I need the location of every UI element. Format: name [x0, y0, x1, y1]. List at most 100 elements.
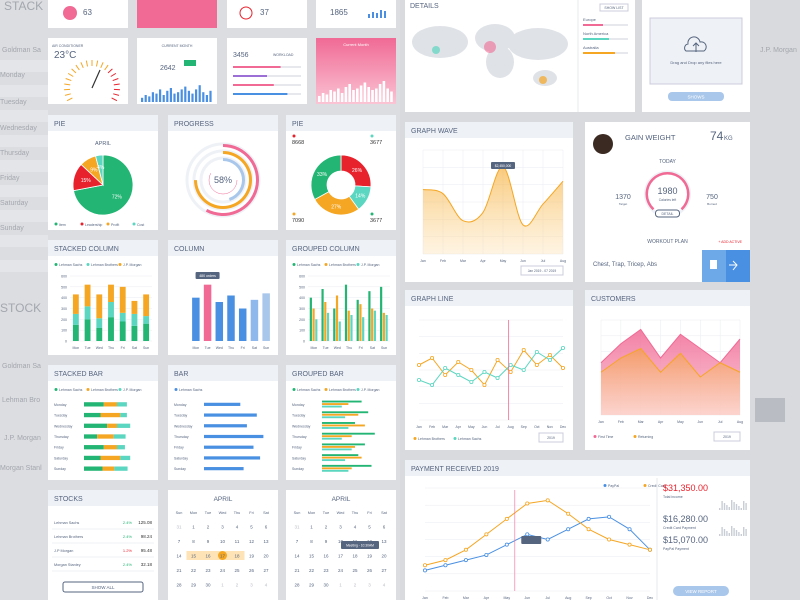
label[interactable]: 21: [176, 568, 182, 573]
select[interactable]: [538, 432, 564, 443]
label[interactable]: 3: [368, 583, 371, 588]
label[interactable]: 8: [310, 539, 313, 544]
label[interactable]: 27: [381, 568, 387, 573]
label[interactable]: 14: [176, 554, 182, 559]
label[interactable]: DETAIL: [662, 212, 674, 216]
label[interactable]: 28: [294, 583, 300, 588]
label[interactable]: 20: [381, 554, 387, 559]
label[interactable]: 20: [263, 554, 269, 559]
slider-fill: [583, 52, 615, 54]
label[interactable]: 24: [338, 568, 344, 573]
label[interactable]: 22: [191, 568, 197, 573]
action-button[interactable]: [726, 250, 750, 282]
label[interactable]: 16: [323, 554, 329, 559]
deco-bar: [376, 13, 378, 18]
label[interactable]: SHOW LIST: [604, 6, 624, 10]
label[interactable]: 15: [191, 554, 197, 559]
label[interactable]: 1: [192, 525, 195, 530]
label[interactable]: 26: [367, 568, 373, 573]
label[interactable]: 2: [354, 583, 357, 588]
label[interactable]: 23: [323, 568, 329, 573]
bar: [350, 315, 353, 341]
label[interactable]: 31: [294, 525, 300, 530]
label[interactable]: 22: [309, 568, 315, 573]
label[interactable]: 13: [263, 539, 269, 544]
label[interactable]: 25: [234, 568, 240, 573]
label[interactable]: VIEW REPORT: [685, 589, 717, 594]
label[interactable]: 29: [309, 583, 315, 588]
label[interactable]: 12: [249, 539, 255, 544]
label[interactable]: 18: [234, 554, 240, 559]
label[interactable]: 6: [265, 525, 268, 530]
button[interactable]: [655, 209, 680, 218]
label[interactable]: 11: [235, 539, 240, 544]
label[interactable]: 10: [338, 539, 344, 544]
label[interactable]: 23: [205, 568, 211, 573]
label: 100: [299, 329, 305, 333]
label: Thu: [108, 346, 114, 350]
label[interactable]: Jan 2019 - 07 2019: [528, 269, 557, 273]
label[interactable]: SHOWS: [687, 95, 704, 100]
label[interactable]: 9: [325, 539, 328, 544]
label[interactable]: 17: [338, 554, 344, 559]
label[interactable]: 1: [339, 583, 342, 588]
label[interactable]: 4: [265, 583, 268, 588]
label[interactable]: 26: [249, 568, 255, 573]
label[interactable]: 17: [220, 554, 226, 559]
label[interactable]: 21: [294, 568, 300, 573]
label[interactable]: 4: [383, 583, 386, 588]
label[interactable]: 2019: [547, 436, 555, 440]
label[interactable]: 1: [310, 525, 313, 530]
label[interactable]: 25: [352, 568, 358, 573]
mini-bar: [166, 90, 169, 102]
button[interactable]: [599, 3, 629, 12]
bar: [84, 466, 103, 471]
label[interactable]: SHOW ALL: [91, 585, 115, 590]
label[interactable]: 19: [249, 554, 255, 559]
label[interactable]: 18: [352, 554, 358, 559]
label[interactable]: 30: [205, 583, 211, 588]
button[interactable]: [668, 92, 724, 101]
label[interactable]: 15: [309, 554, 315, 559]
label: 400: [299, 296, 305, 300]
label[interactable]: 24: [220, 568, 226, 573]
label[interactable]: 2: [236, 583, 239, 588]
label[interactable]: 10: [220, 539, 226, 544]
label[interactable]: 3: [250, 583, 253, 588]
label[interactable]: 29: [191, 583, 197, 588]
label[interactable]: 28: [176, 583, 182, 588]
label[interactable]: 30: [323, 583, 329, 588]
label[interactable]: 1: [221, 583, 224, 588]
label[interactable]: 3: [339, 525, 342, 530]
label[interactable]: 2: [207, 525, 210, 530]
mini-bar: [359, 85, 363, 102]
label[interactable]: 5: [368, 525, 371, 530]
deco-bar: [380, 10, 382, 18]
label[interactable]: 3: [221, 525, 224, 530]
button[interactable]: [673, 586, 729, 596]
point: [627, 542, 632, 547]
select[interactable]: [520, 265, 564, 276]
card-header: [585, 290, 750, 306]
label[interactable]: 31: [176, 525, 182, 530]
label[interactable]: 4: [236, 525, 239, 530]
label[interactable]: 8: [192, 539, 195, 544]
label: $16,280.00: [663, 514, 708, 524]
label[interactable]: 14: [294, 554, 300, 559]
select[interactable]: [713, 431, 741, 442]
label[interactable]: 13: [381, 539, 387, 544]
label[interactable]: 7: [296, 539, 299, 544]
label[interactable]: 6: [383, 525, 386, 530]
label[interactable]: 16: [205, 554, 211, 559]
legend-dot: [118, 388, 122, 391]
label[interactable]: 5: [250, 525, 253, 530]
button[interactable]: [62, 581, 144, 593]
label[interactable]: 4: [354, 525, 357, 530]
label: 14%: [355, 194, 366, 200]
label[interactable]: 19: [367, 554, 373, 559]
label[interactable]: 9: [207, 539, 210, 544]
label[interactable]: 2019: [723, 435, 731, 439]
label[interactable]: 7: [178, 539, 181, 544]
label[interactable]: 2: [325, 525, 328, 530]
label[interactable]: 27: [263, 568, 269, 573]
